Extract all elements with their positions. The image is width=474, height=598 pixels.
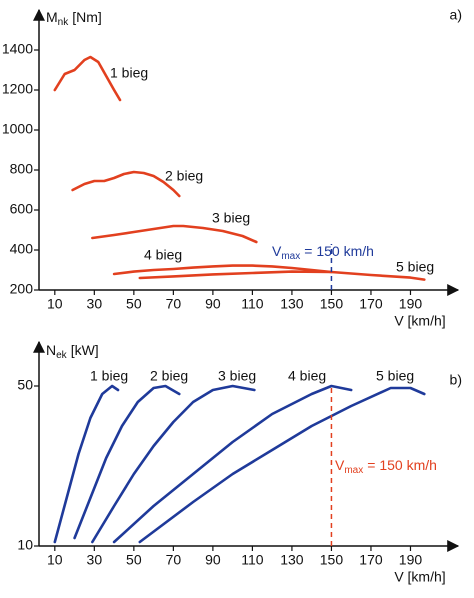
y-tick-label: 800 <box>10 161 34 177</box>
y-axis-label: Nek [kW] <box>46 342 99 361</box>
x-tick-label: 10 <box>47 296 63 312</box>
vmax-rest: = 150 km/h <box>304 243 374 259</box>
curve <box>73 384 181 540</box>
y-tick-label: 600 <box>10 201 34 217</box>
curve-label: 4 bieg <box>288 368 326 384</box>
x-axis-label: V [km/h] <box>394 569 445 585</box>
curve <box>112 264 333 276</box>
x-tick-label: 190 <box>399 552 423 568</box>
x-tick-label: 170 <box>359 296 383 312</box>
curve <box>91 384 256 544</box>
curve-label: 4 bieg <box>144 247 182 263</box>
curve <box>53 384 120 544</box>
panel-label: b) <box>450 372 462 388</box>
x-tick-label: 50 <box>126 296 142 312</box>
y-label-symbol: N <box>46 342 56 358</box>
curve-label: 3 bieg <box>212 210 250 226</box>
curve-label: 5 bieg <box>376 368 414 384</box>
vmax-symbol: V <box>335 457 345 473</box>
x-tick-label: 30 <box>87 296 103 312</box>
y-tick-label: 50 <box>17 377 33 393</box>
y-label-symbol: M <box>46 9 58 25</box>
x-tick-label: 110 <box>241 552 264 568</box>
y-tick-label: 1000 <box>2 121 33 137</box>
curve <box>71 170 181 198</box>
y-label-unit: [kW] <box>71 342 99 358</box>
x-tick-label: 30 <box>87 552 103 568</box>
x-tick-label: 90 <box>205 552 221 568</box>
curve <box>112 384 353 544</box>
y-label-subscript: ek <box>56 350 68 361</box>
x-tick-label: 50 <box>126 552 142 568</box>
curve-label: 1 bieg <box>110 65 148 81</box>
y-tick-label: 10 <box>17 537 33 553</box>
x-tick-label: 70 <box>166 296 182 312</box>
x-tick-label: 110 <box>241 296 264 312</box>
curve-label: 5 bieg <box>396 259 434 275</box>
vmax-subscript: max <box>344 465 363 476</box>
curve <box>91 224 258 244</box>
y-tick-label: 1400 <box>2 41 33 57</box>
x-tick-label: 150 <box>320 296 344 312</box>
y-label-subscript: nk <box>58 17 70 28</box>
vmax-rest: = 150 km/h <box>367 457 437 473</box>
y-axis-label: Mnk [Nm] <box>46 9 102 28</box>
x-tick-label: 130 <box>280 296 304 312</box>
x-tick-label: 90 <box>205 296 221 312</box>
vmax-label: Vmax = 150 km/h <box>272 243 374 262</box>
x-tick-label: 130 <box>280 552 304 568</box>
vmax-symbol: V <box>272 243 282 259</box>
curve-label: 2 bieg <box>165 168 203 184</box>
x-tick-label: 170 <box>359 552 383 568</box>
curve-label: 1 bieg <box>90 368 128 384</box>
y-tick-label: 400 <box>10 241 34 257</box>
x-tick-label: 10 <box>47 552 63 568</box>
curve <box>138 386 426 544</box>
curve <box>138 270 426 281</box>
curve-label: 3 bieg <box>218 368 256 384</box>
x-tick-label: 150 <box>320 552 344 568</box>
vmax-subscript: max <box>281 251 300 262</box>
x-tick-label: 190 <box>399 296 423 312</box>
curve <box>53 55 122 102</box>
x-axis-label: V [km/h] <box>394 313 445 329</box>
y-tick-label: 200 <box>10 281 34 297</box>
x-tick-label: 70 <box>166 552 182 568</box>
panel-label: a) <box>450 7 462 23</box>
y-tick-label: 1200 <box>2 81 33 97</box>
vmax-label: Vmax = 150 km/h <box>335 457 437 476</box>
y-label-unit: [Nm] <box>72 9 102 25</box>
curve-label: 2 bieg <box>150 368 188 384</box>
